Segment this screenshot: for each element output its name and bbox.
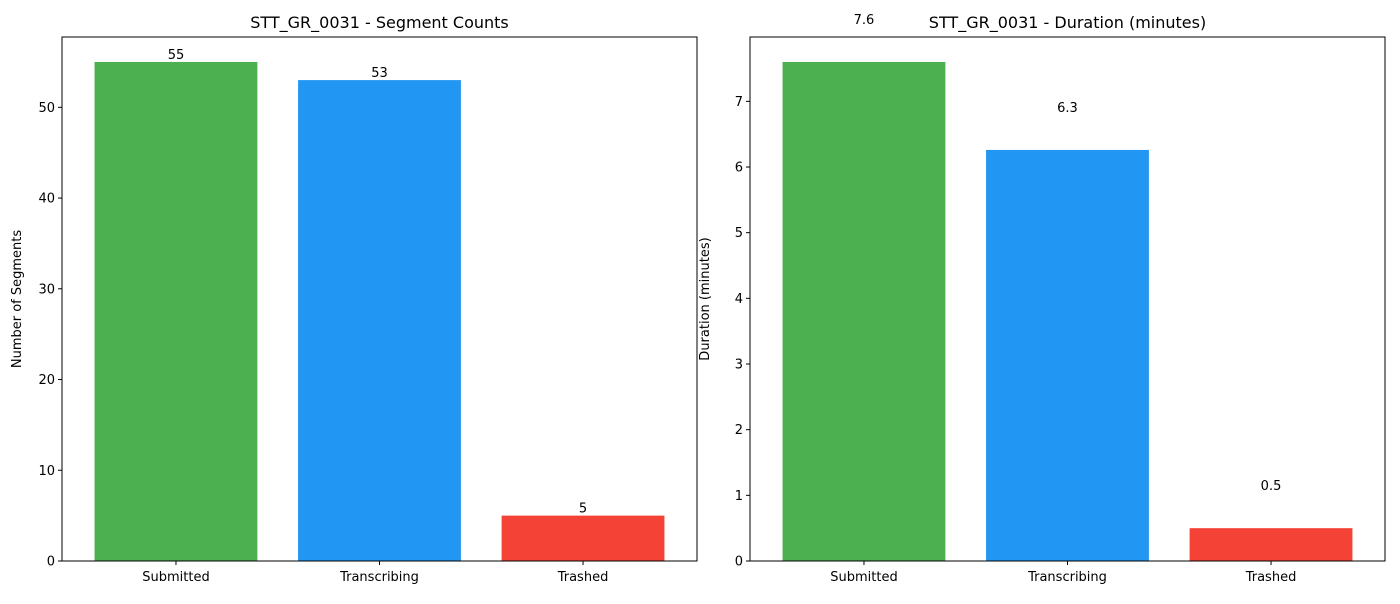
- y-axis-label: Duration (minutes): [698, 237, 713, 360]
- y-tick-label: 20: [38, 373, 55, 388]
- bar-value-label: 5: [579, 502, 587, 517]
- bar-trashed: [501, 515, 665, 561]
- y-tick-label: 6: [735, 161, 743, 176]
- bar-transcribing: [298, 80, 461, 561]
- bar-transcribing: [986, 149, 1149, 561]
- y-tick-label: 40: [38, 192, 55, 207]
- x-tick-label: Trashed: [1245, 570, 1297, 585]
- bar-value-label: 53: [371, 66, 388, 81]
- x-tick-label: Submitted: [142, 570, 209, 585]
- chart-title: STT_GR_0031 - Segment Counts: [250, 13, 509, 33]
- duration-chart: 7.6 6.3 0.5 0 1 2 3 4 5 6 7 Submitted Transcribing Tr…: [698, 13, 1386, 585]
- y-tick-label: 0: [735, 555, 743, 570]
- y-tick-label: 1: [735, 489, 743, 504]
- y-tick-label: 10: [38, 464, 55, 479]
- x-tick-label: Trashed: [557, 570, 609, 585]
- x-tick-label: Transcribing: [339, 570, 419, 585]
- bar-value-label: 6.3: [1057, 101, 1078, 116]
- bar-submitted: [782, 61, 946, 561]
- bar-trashed: [1189, 528, 1353, 561]
- x-tick-label: Submitted: [830, 570, 897, 585]
- y-tick-label: 0: [47, 555, 55, 570]
- y-tick-label: 2: [735, 423, 743, 438]
- y-tick-label: 7: [735, 95, 743, 110]
- y-tick-label: 3: [735, 358, 743, 373]
- bar-value-label: 7.6: [854, 13, 875, 28]
- y-tick-label: 50: [38, 101, 55, 116]
- chart-title: STT_GR_0031 - Duration (minutes): [929, 13, 1206, 33]
- y-axis-label: Number of Segments: [10, 230, 25, 369]
- y-tick-label: 4: [735, 292, 743, 307]
- bar-submitted: [94, 61, 258, 561]
- bar-value-label: 0.5: [1261, 479, 1282, 494]
- bar-value-label: 55: [168, 48, 185, 63]
- x-tick-label: Transcribing: [1027, 570, 1107, 585]
- y-tick-label: 30: [38, 282, 55, 297]
- y-tick-label: 5: [735, 226, 743, 241]
